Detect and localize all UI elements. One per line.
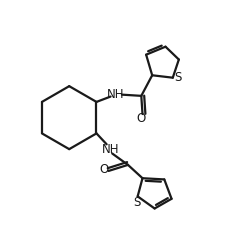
Text: S: S [133,196,140,209]
Text: S: S [174,71,182,84]
Text: O: O [99,163,108,176]
Text: NH: NH [107,88,125,101]
Text: NH: NH [102,143,120,156]
Text: O: O [136,112,145,125]
